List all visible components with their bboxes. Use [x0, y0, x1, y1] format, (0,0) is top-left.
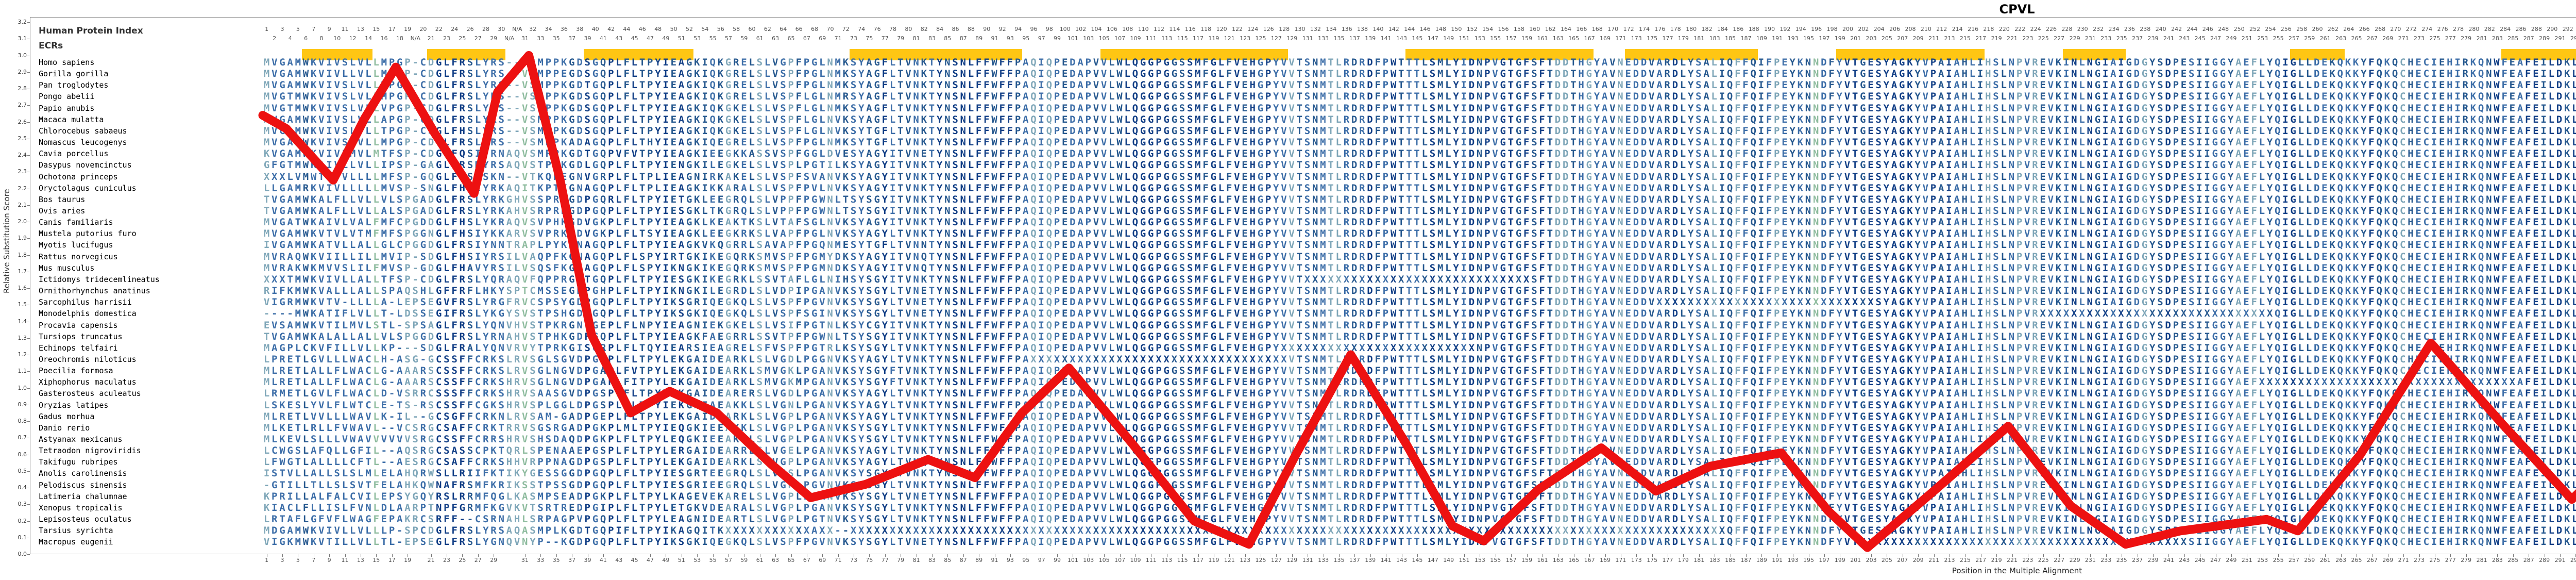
species-name: Bos taurus	[39, 195, 85, 204]
species-name: Mustela putorius furo	[39, 229, 137, 238]
species-name: Mus musculus	[39, 263, 94, 273]
species-name: Echinops telfairi	[39, 343, 118, 353]
species-name: Oryzias latipes	[39, 401, 108, 410]
species-name: Oreochromis niloticus	[39, 355, 137, 364]
species-name: Cavia porcellus	[39, 149, 108, 158]
species-name: Monodelphis domestica	[39, 309, 137, 318]
species-name: Oryctolagus cuniculus	[39, 184, 137, 193]
species-name: Pongo abelii	[39, 92, 94, 101]
species-name: Papio anubis	[39, 104, 94, 113]
species-name: Myotis lucifugus	[39, 240, 113, 250]
species-name: Ictidomys tridecemlineatus	[39, 275, 160, 284]
species-name: Macropus eugenii	[39, 537, 113, 546]
species-name: Latimeria chalumnae	[39, 492, 127, 501]
species-name: Homo sapiens	[39, 58, 94, 67]
species-name: Rattus norvegicus	[39, 252, 118, 261]
species-name: Pelodiscus sinensis	[39, 480, 127, 490]
species-name: Ornithorhynchus anatinus	[39, 286, 150, 295]
species-name: Dasypus novemcinctus	[39, 160, 132, 170]
species-name: Tursiops truncatus	[39, 332, 123, 341]
species-name: Xenopus tropicalis	[39, 503, 123, 512]
species-name: Procavia capensis	[39, 321, 118, 330]
species-name: Ovis aries	[39, 206, 85, 216]
species-name: Astyanax mexicanus	[39, 435, 123, 444]
species-name: Canis familiaris	[39, 218, 113, 227]
species-name: Nomascus leucogenys	[39, 138, 127, 147]
x-axis-label: Position in the Multiple Alignment	[30, 566, 2576, 575]
species-name: Tarsius syrichta	[39, 526, 113, 535]
ecrs-label: ECRs	[39, 41, 63, 51]
species-name: Takifugu rubripes	[39, 457, 118, 467]
species-name: Danio rerio	[39, 423, 90, 433]
human-protein-index-label: Human Protein Index	[39, 26, 143, 36]
page-title: CPVL	[30, 2, 2576, 16]
species-name: Anolis carolinensis	[39, 469, 127, 478]
species-name: Xiphophorus maculatus	[39, 377, 137, 387]
species-name: Gadus morhua	[39, 412, 94, 421]
species-name: Lepisosteus oculatus	[39, 515, 132, 524]
species-name: Chlorocebus sabaeus	[39, 126, 127, 136]
species-name: Poecilia formosa	[39, 366, 113, 375]
species-name: Sarcophilus harrisii	[39, 297, 132, 307]
species-name: Macaca mulatta	[39, 115, 104, 124]
species-name: Ochotona princeps	[39, 172, 118, 181]
species-name: Gorilla gorilla	[39, 69, 108, 78]
species-name: Pan troglodytes	[39, 80, 108, 90]
species-name: Tetraodon nigroviridis	[39, 446, 141, 455]
species-name: Gasterosteus aculeatus	[39, 389, 141, 398]
